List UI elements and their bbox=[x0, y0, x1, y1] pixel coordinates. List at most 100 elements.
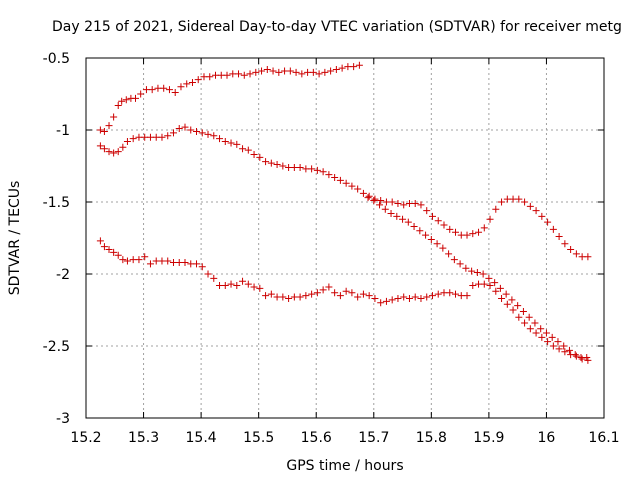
data-point bbox=[313, 289, 321, 297]
data-point bbox=[122, 96, 130, 104]
data-point bbox=[110, 113, 118, 121]
data-point bbox=[165, 86, 173, 94]
data-point bbox=[262, 292, 270, 300]
data-point bbox=[410, 222, 418, 230]
data-point bbox=[371, 195, 379, 203]
data-point bbox=[416, 227, 424, 235]
data-point bbox=[169, 129, 177, 137]
data-point bbox=[463, 292, 471, 300]
data-point bbox=[279, 162, 287, 170]
data-point bbox=[480, 280, 488, 288]
data-point bbox=[348, 182, 356, 190]
data-point bbox=[210, 274, 218, 282]
data-point bbox=[427, 235, 435, 243]
data-point bbox=[267, 290, 275, 298]
data-points bbox=[96, 61, 592, 364]
data-point bbox=[393, 212, 401, 220]
data-point bbox=[538, 333, 546, 341]
data-point bbox=[370, 197, 378, 205]
data-point bbox=[198, 263, 206, 271]
data-point bbox=[434, 290, 442, 298]
data-point bbox=[354, 293, 362, 301]
data-point bbox=[348, 289, 356, 297]
series-3 bbox=[96, 237, 592, 364]
data-point bbox=[473, 269, 481, 277]
data-point bbox=[105, 148, 113, 156]
data-point bbox=[141, 253, 149, 261]
data-point bbox=[376, 201, 384, 209]
data-point bbox=[223, 71, 231, 79]
tick-marks bbox=[85, 57, 605, 419]
data-point bbox=[400, 201, 408, 209]
data-point bbox=[105, 246, 113, 254]
y-tick-labels: -0.5 -1 -1.5 -2 -2.5 -3 bbox=[43, 51, 70, 427]
data-point bbox=[221, 138, 229, 146]
data-point bbox=[572, 250, 580, 258]
data-point bbox=[526, 325, 534, 333]
data-point bbox=[417, 201, 425, 209]
data-point bbox=[216, 135, 224, 143]
data-point bbox=[194, 76, 202, 84]
data-point bbox=[313, 166, 321, 174]
x-tick-label: 16 bbox=[538, 430, 556, 446]
data-point bbox=[572, 352, 580, 360]
data-point bbox=[423, 293, 431, 301]
data-point bbox=[469, 282, 477, 290]
data-point bbox=[105, 122, 113, 130]
x-tick-label: 15.4 bbox=[186, 430, 217, 446]
data-point bbox=[96, 142, 104, 150]
data-point bbox=[183, 80, 191, 88]
data-point bbox=[364, 194, 372, 202]
data-point bbox=[177, 83, 185, 91]
data-point bbox=[450, 256, 458, 264]
data-point bbox=[411, 199, 419, 207]
data-point bbox=[332, 66, 340, 74]
data-point bbox=[502, 290, 510, 298]
data-point bbox=[503, 300, 511, 308]
data-point bbox=[571, 351, 579, 359]
data-point bbox=[515, 313, 523, 321]
data-point bbox=[252, 68, 260, 76]
data-point bbox=[285, 294, 293, 302]
data-point bbox=[338, 64, 346, 72]
data-point bbox=[262, 158, 270, 166]
data-point bbox=[164, 257, 172, 265]
y-tick-label: -1.5 bbox=[43, 195, 70, 211]
data-point bbox=[468, 267, 476, 275]
data-point bbox=[137, 90, 145, 98]
series-2 bbox=[96, 123, 592, 261]
data-point bbox=[549, 225, 557, 233]
x-tick-labels: 15.2 15.3 15.4 15.5 15.6 15.7 15.8 15.9 16 16.1 bbox=[70, 430, 619, 446]
data-point bbox=[123, 257, 131, 265]
data-point bbox=[263, 66, 271, 74]
data-point bbox=[275, 68, 283, 76]
data-point bbox=[549, 342, 557, 350]
data-point bbox=[394, 199, 402, 207]
data-point bbox=[296, 293, 304, 301]
data-point bbox=[463, 231, 471, 239]
data-point bbox=[135, 256, 143, 264]
data-point bbox=[486, 215, 494, 223]
data-point bbox=[233, 282, 241, 290]
data-point bbox=[404, 218, 412, 226]
data-point bbox=[308, 290, 316, 298]
data-point bbox=[158, 133, 166, 141]
data-point bbox=[239, 145, 247, 153]
data-point bbox=[377, 299, 385, 307]
data-point bbox=[100, 145, 108, 153]
data-point bbox=[315, 70, 323, 78]
data-point bbox=[544, 338, 552, 346]
data-point bbox=[239, 277, 247, 285]
data-point bbox=[542, 329, 550, 337]
data-point bbox=[492, 205, 500, 213]
data-point bbox=[554, 338, 562, 346]
data-point bbox=[336, 176, 344, 184]
data-point bbox=[240, 71, 248, 79]
data-point bbox=[537, 325, 545, 333]
data-point bbox=[244, 146, 252, 154]
data-point bbox=[129, 135, 137, 143]
data-point bbox=[387, 210, 395, 218]
x-axis-label: GPS time / hours bbox=[286, 458, 403, 474]
data-point bbox=[250, 150, 258, 158]
